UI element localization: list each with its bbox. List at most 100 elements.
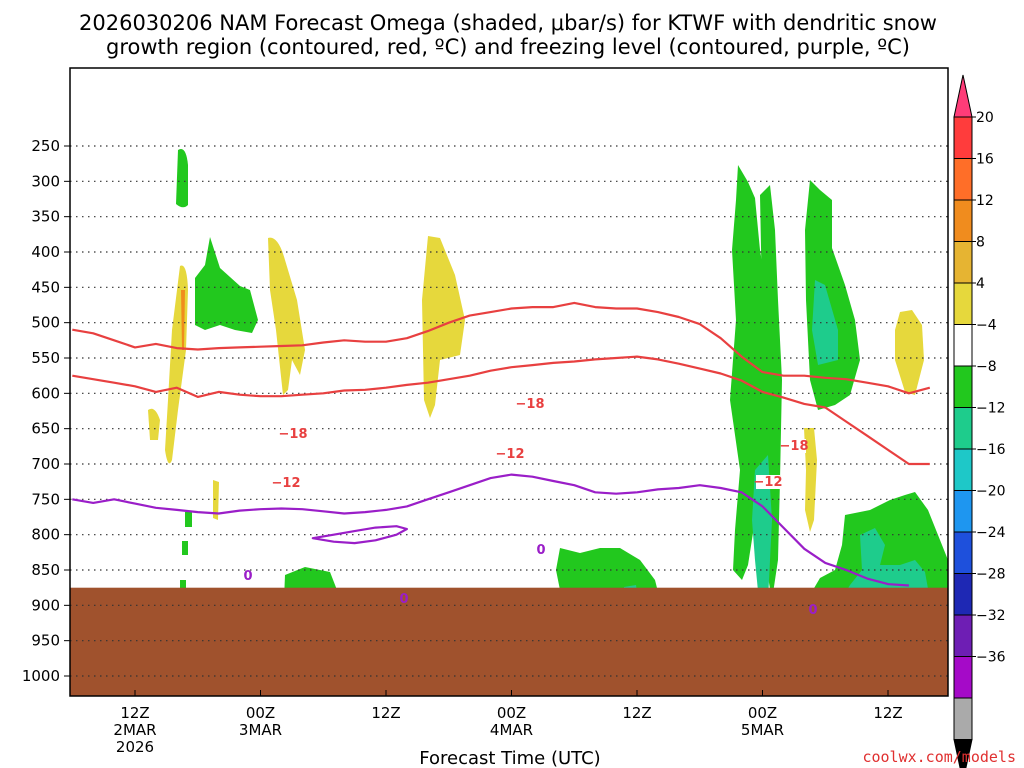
colorbar-band	[953, 614, 973, 657]
y-tick-label: 600	[31, 384, 60, 402]
x-tick-label: 2MAR	[113, 721, 156, 739]
y-tick-label: 750	[31, 490, 60, 508]
colorbar-band	[953, 282, 973, 325]
contour-freezing-level-0	[72, 473, 909, 587]
y-tick-label: 900	[31, 596, 60, 614]
contour-label-minus12: −12	[754, 475, 783, 490]
colorbar-tick-label: 20	[976, 110, 994, 126]
y-tick-label: 550	[31, 349, 60, 367]
colorbar-band	[953, 656, 973, 699]
colorbar-band	[953, 116, 973, 159]
y-tick-label: 1000	[22, 667, 60, 685]
colorbar-band	[953, 490, 973, 533]
y-tick-label: 450	[31, 278, 60, 296]
contour-label-bg	[756, 475, 780, 489]
colorbar-tick-label: −24	[976, 525, 1006, 541]
colorbar-band	[953, 407, 973, 450]
x-tick-label: 00Z	[748, 704, 777, 722]
colorbar-tick-label: −8	[976, 359, 997, 375]
colorbar-tick-label: −4	[976, 318, 997, 334]
plot-frame	[69, 67, 949, 697]
colorbar-bottom-arrow	[953, 739, 973, 768]
x-tick-label: 3MAR	[239, 721, 282, 739]
contour-label-minus18: −18	[780, 439, 809, 454]
credit-text: coolwx.com/models	[862, 748, 1016, 766]
contour-label-zero: 0	[808, 603, 817, 618]
colorbar-band	[953, 199, 973, 242]
omega-region-yellow	[148, 408, 160, 440]
colorbar-tick-label: −12	[976, 401, 1006, 417]
x-tick-label: 4MAR	[490, 721, 533, 739]
x-tick-label: 12Z	[371, 704, 400, 722]
colorbar-tick-label: −32	[976, 608, 1006, 624]
contour-label-minus18: −18	[279, 427, 308, 442]
colorbar-tick-label: 4	[976, 276, 985, 292]
chart-title-line1: 2026030206 NAM Forecast Omega (shaded, μ…	[79, 11, 937, 35]
chart-title-line2: growth region (contoured, red, ºC) and f…	[106, 35, 910, 59]
y-tick-label: 650	[31, 420, 60, 438]
omega-region-green	[195, 237, 258, 333]
colorbar-tick-label: −36	[976, 650, 1006, 666]
colorbar-band	[953, 365, 973, 408]
x-tick-label: 12Z	[622, 704, 651, 722]
y-tick-label: 500	[31, 314, 60, 332]
y-tick-label: 250	[31, 137, 60, 155]
contour-lines	[72, 301, 931, 587]
plot-area: −18 −18 −18 −12 −12 −12 0 0 0 0	[69, 67, 949, 697]
contour-label-bg	[518, 397, 542, 411]
omega-region-yellow	[895, 310, 924, 395]
contour-dgz-warm-minus12	[72, 355, 930, 466]
x-tick-label: 12Z	[120, 704, 149, 722]
colorbar-tick-label: 8	[976, 235, 985, 251]
y-axis: 250 300 350 400 450 500 550 600 650 700 750 800 850 9…	[22, 137, 70, 685]
colorbar-top-arrow	[953, 74, 973, 118]
x-tick-label: 00Z	[246, 704, 275, 722]
x-axis-label: Forecast Time (UTC)	[419, 748, 600, 768]
omega-region-green	[182, 541, 188, 555]
y-tick-label: 300	[31, 172, 60, 190]
colorbar: 20 16 12 8 4 −4 −8 −12 −16 −20 −24 −28 −32 −36	[953, 74, 1006, 768]
colorbar-band	[953, 158, 973, 201]
omega-region-teal	[752, 455, 772, 612]
colorbar-tick-label: −16	[976, 442, 1006, 458]
colorbar-band	[953, 324, 973, 367]
contour-label-bg	[274, 476, 298, 490]
contour-label-minus18: −18	[516, 397, 545, 412]
omega-region-teal	[812, 280, 838, 365]
colorbar-band	[953, 241, 973, 284]
pressure-gridlines	[70, 145, 948, 677]
contour-label-bg	[498, 447, 522, 461]
x-tick-label: 2026	[116, 738, 154, 756]
y-tick-label: 400	[31, 243, 60, 261]
y-tick-label: 950	[31, 632, 60, 650]
colorbar-tick-label: −28	[976, 567, 1006, 583]
omega-region-yellow	[804, 428, 817, 532]
contour-label-minus12: −12	[272, 476, 301, 491]
y-tick-label: 800	[31, 526, 60, 544]
contour-label-zero: 0	[536, 543, 545, 558]
omega-region-green	[730, 165, 776, 580]
y-tick-label: 350	[31, 208, 60, 226]
omega-region-yellow	[422, 236, 465, 418]
contour-dgz-cold-minus18	[72, 301, 931, 395]
x-tick-label: 00Z	[497, 704, 526, 722]
y-tick-label: 850	[31, 561, 60, 579]
omega-region-green	[176, 149, 188, 208]
contour-freezing-level-loop	[311, 525, 408, 545]
omega-region-yellow	[213, 480, 219, 520]
x-tick-label: 5MAR	[741, 721, 784, 739]
colorbar-band	[953, 531, 973, 574]
omega-region-yellow	[268, 237, 305, 395]
contour-label-bg	[782, 439, 806, 453]
colorbar-tick-label: −20	[976, 484, 1006, 500]
colorbar-band	[953, 697, 973, 740]
contour-labels: −18 −18 −18 −12 −12 −12 0 0 0 0	[243, 397, 818, 618]
y-tick-label: 700	[31, 455, 60, 473]
contour-label-zero: 0	[243, 569, 252, 584]
contour-label-minus12: −12	[496, 447, 525, 462]
colorbar-band	[953, 448, 973, 491]
colorbar-tick-label: 16	[976, 152, 994, 168]
contour-label-zero: 0	[399, 592, 408, 607]
omega-region-green	[185, 512, 192, 527]
